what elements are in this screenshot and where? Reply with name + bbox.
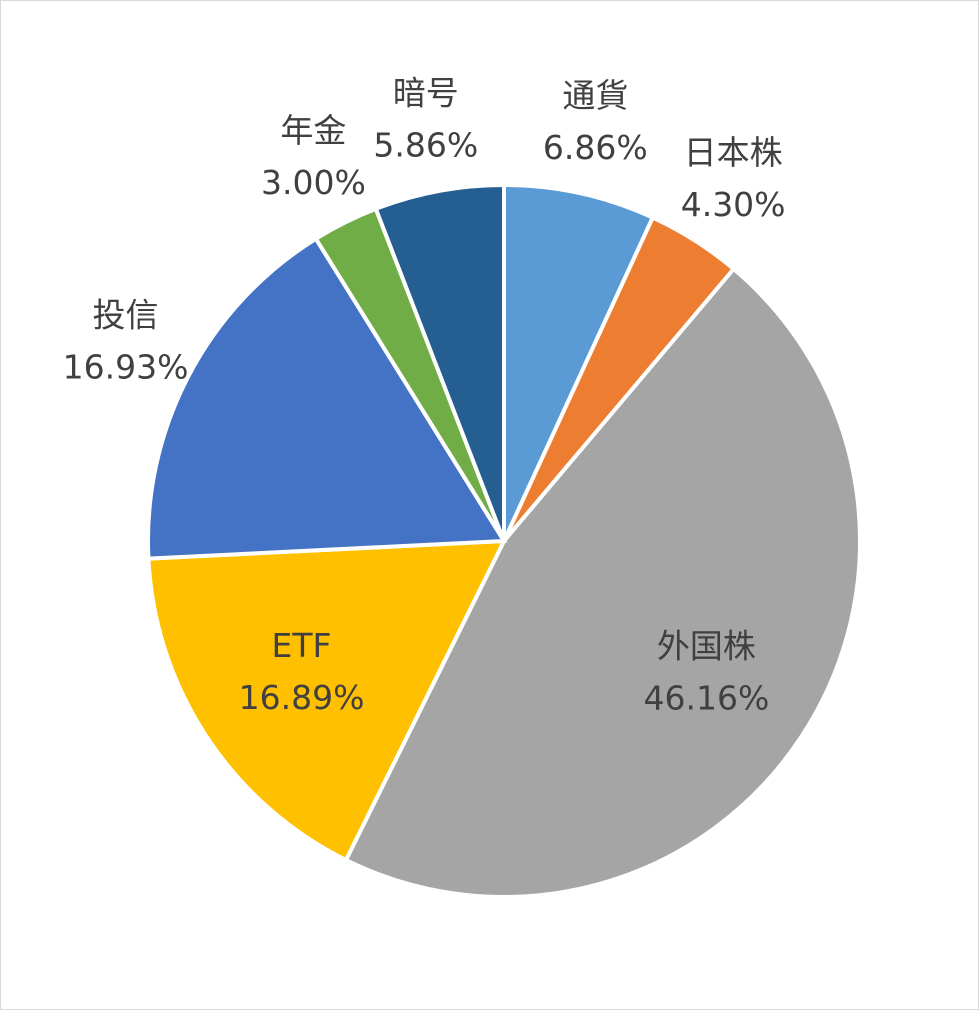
pie-slice <box>146 538 508 863</box>
slice-category-label: 投信 <box>93 295 159 334</box>
slice-category-label: 通貨 <box>562 76 628 115</box>
pie-slice <box>373 182 506 542</box>
slice-value-label: 46.16% <box>643 678 769 717</box>
slice-category-label: 暗号 <box>393 74 459 113</box>
slice-category-label: 外国株 <box>657 626 756 665</box>
slice-value-label: 5.86% <box>373 126 478 165</box>
slice-category-label: ETF <box>272 626 332 665</box>
slice-value-label: 4.30% <box>681 185 786 224</box>
slice-value-label: 3.00% <box>261 163 366 202</box>
pie-slice <box>146 235 508 561</box>
slice-value-label: 16.93% <box>63 347 189 386</box>
pie-slice <box>502 182 656 542</box>
slice-value-label: 6.86% <box>543 128 648 167</box>
slice-category-label: 年金 <box>280 111 346 150</box>
pie-slice <box>343 266 862 899</box>
slice-category-label: 日本株 <box>684 133 783 172</box>
slice-value-label: 16.89% <box>239 678 365 717</box>
